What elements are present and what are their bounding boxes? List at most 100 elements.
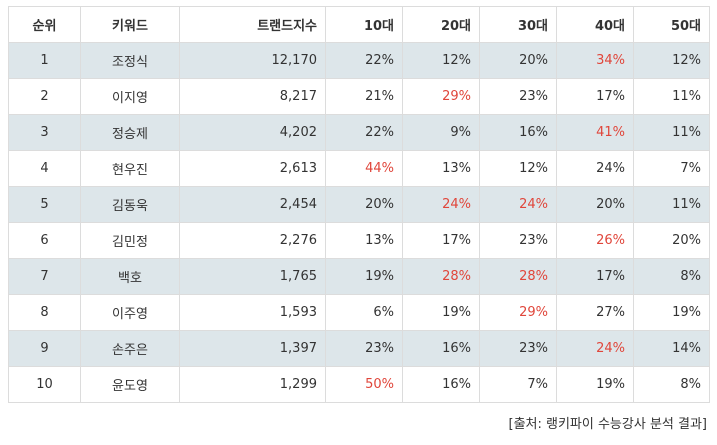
- age-20s-cell: 16%: [402, 366, 480, 403]
- age-10s-cell: 13%: [325, 222, 403, 259]
- age-20s-cell: 19%: [402, 294, 480, 331]
- age-30s-cell: 16%: [479, 114, 557, 151]
- age-30s-cell: 7%: [479, 366, 557, 403]
- keyword-cell: 백호: [80, 258, 180, 295]
- age-10s-cell: 22%: [325, 114, 403, 151]
- trend-cell: 8,217: [179, 78, 326, 115]
- header-trend: 트랜드지수: [179, 6, 326, 43]
- age-20s-cell: 9%: [402, 114, 480, 151]
- age-50s-cell: 11%: [633, 114, 710, 151]
- header-rank: 순위: [8, 6, 81, 43]
- age-30s-cell: 12%: [479, 150, 557, 187]
- age-40s-cell: 27%: [556, 294, 634, 331]
- age-50s-cell: 19%: [633, 294, 710, 331]
- age-30s-cell: 23%: [479, 330, 557, 367]
- rank-cell: 2: [8, 78, 81, 115]
- age-10s-cell: 23%: [325, 330, 403, 367]
- table-body: 1 조정식 12,170 22% 12% 20% 34% 12% 2 이지영 8,217 21% 29%…: [8, 42, 710, 403]
- age-20s-cell: 29%: [402, 78, 480, 115]
- age-10s-cell: 50%: [325, 366, 403, 403]
- age-40s-cell: 19%: [556, 366, 634, 403]
- table-row: 3 정승제 4,202 22% 9% 16% 41% 11%: [8, 114, 710, 151]
- rank-cell: 7: [8, 258, 81, 295]
- trend-cell: 1,765: [179, 258, 326, 295]
- age-40s-cell: 26%: [556, 222, 634, 259]
- age-10s-cell: 21%: [325, 78, 403, 115]
- keyword-cell: 윤도영: [80, 366, 180, 403]
- age-30s-cell: 20%: [479, 42, 557, 79]
- age-20s-cell: 28%: [402, 258, 480, 295]
- table-row: 4 현우진 2,613 44% 13% 12% 24% 7%: [8, 150, 710, 187]
- rank-cell: 4: [8, 150, 81, 187]
- trend-cell: 1,593: [179, 294, 326, 331]
- age-50s-cell: 14%: [633, 330, 710, 367]
- age-50s-cell: 8%: [633, 366, 710, 403]
- age-30s-cell: 28%: [479, 258, 557, 295]
- ranking-table: 순위 키워드 트랜드지수 10대 20대 30대 40대 50대 1 조정식 12,…: [8, 6, 710, 403]
- rank-cell: 5: [8, 186, 81, 223]
- age-20s-cell: 24%: [402, 186, 480, 223]
- keyword-cell: 이주영: [80, 294, 180, 331]
- age-40s-cell: 24%: [556, 330, 634, 367]
- age-20s-cell: 13%: [402, 150, 480, 187]
- keyword-cell: 현우진: [80, 150, 180, 187]
- header-age-50s: 50대: [633, 6, 710, 43]
- age-50s-cell: 12%: [633, 42, 710, 79]
- header-age-30s: 30대: [479, 6, 557, 43]
- trend-cell: 1,299: [179, 366, 326, 403]
- age-50s-cell: 11%: [633, 186, 710, 223]
- rank-cell: 9: [8, 330, 81, 367]
- age-30s-cell: 29%: [479, 294, 557, 331]
- age-30s-cell: 23%: [479, 222, 557, 259]
- rank-cell: 1: [8, 42, 81, 79]
- table-row: 9 손주은 1,397 23% 16% 23% 24% 14%: [8, 330, 710, 367]
- age-50s-cell: 20%: [633, 222, 710, 259]
- rank-cell: 6: [8, 222, 81, 259]
- age-40s-cell: 34%: [556, 42, 634, 79]
- trend-cell: 12,170: [179, 42, 326, 79]
- age-40s-cell: 17%: [556, 78, 634, 115]
- trend-cell: 2,454: [179, 186, 326, 223]
- table-row: 8 이주영 1,593 6% 19% 29% 27% 19%: [8, 294, 710, 331]
- header-keyword: 키워드: [80, 6, 180, 43]
- table-row: 1 조정식 12,170 22% 12% 20% 34% 12%: [8, 42, 710, 79]
- table-row: 5 김동욱 2,454 20% 24% 24% 20% 11%: [8, 186, 710, 223]
- header-age-40s: 40대: [556, 6, 634, 43]
- table-row: 10 윤도영 1,299 50% 16% 7% 19% 8%: [8, 366, 710, 403]
- keyword-cell: 조정식: [80, 42, 180, 79]
- keyword-cell: 김동욱: [80, 186, 180, 223]
- age-40s-cell: 20%: [556, 186, 634, 223]
- keyword-cell: 이지영: [80, 78, 180, 115]
- keyword-cell: 정승제: [80, 114, 180, 151]
- age-40s-cell: 24%: [556, 150, 634, 187]
- rank-cell: 8: [8, 294, 81, 331]
- age-30s-cell: 23%: [479, 78, 557, 115]
- rank-cell: 10: [8, 366, 81, 403]
- age-50s-cell: 8%: [633, 258, 710, 295]
- age-10s-cell: 44%: [325, 150, 403, 187]
- age-20s-cell: 16%: [402, 330, 480, 367]
- trend-cell: 1,397: [179, 330, 326, 367]
- rank-cell: 3: [8, 114, 81, 151]
- header-age-20s: 20대: [402, 6, 480, 43]
- age-50s-cell: 7%: [633, 150, 710, 187]
- table-row: 6 김민정 2,276 13% 17% 23% 26% 20%: [8, 222, 710, 259]
- age-40s-cell: 17%: [556, 258, 634, 295]
- table-row: 2 이지영 8,217 21% 29% 23% 17% 11%: [8, 78, 710, 115]
- keyword-cell: 김민정: [80, 222, 180, 259]
- source-note: [출처: 랭키파이 수능강사 분석 결과]: [508, 417, 708, 432]
- trend-cell: 4,202: [179, 114, 326, 151]
- trend-cell: 2,276: [179, 222, 326, 259]
- age-50s-cell: 11%: [633, 78, 710, 115]
- age-10s-cell: 20%: [325, 186, 403, 223]
- table-row: 7 백호 1,765 19% 28% 28% 17% 8%: [8, 258, 710, 295]
- age-20s-cell: 12%: [402, 42, 480, 79]
- trend-cell: 2,613: [179, 150, 326, 187]
- header-row: 순위 키워드 트랜드지수 10대 20대 30대 40대 50대: [8, 6, 710, 43]
- age-40s-cell: 41%: [556, 114, 634, 151]
- header-age-10s: 10대: [325, 6, 403, 43]
- age-10s-cell: 6%: [325, 294, 403, 331]
- age-20s-cell: 17%: [402, 222, 480, 259]
- keyword-cell: 손주은: [80, 330, 180, 367]
